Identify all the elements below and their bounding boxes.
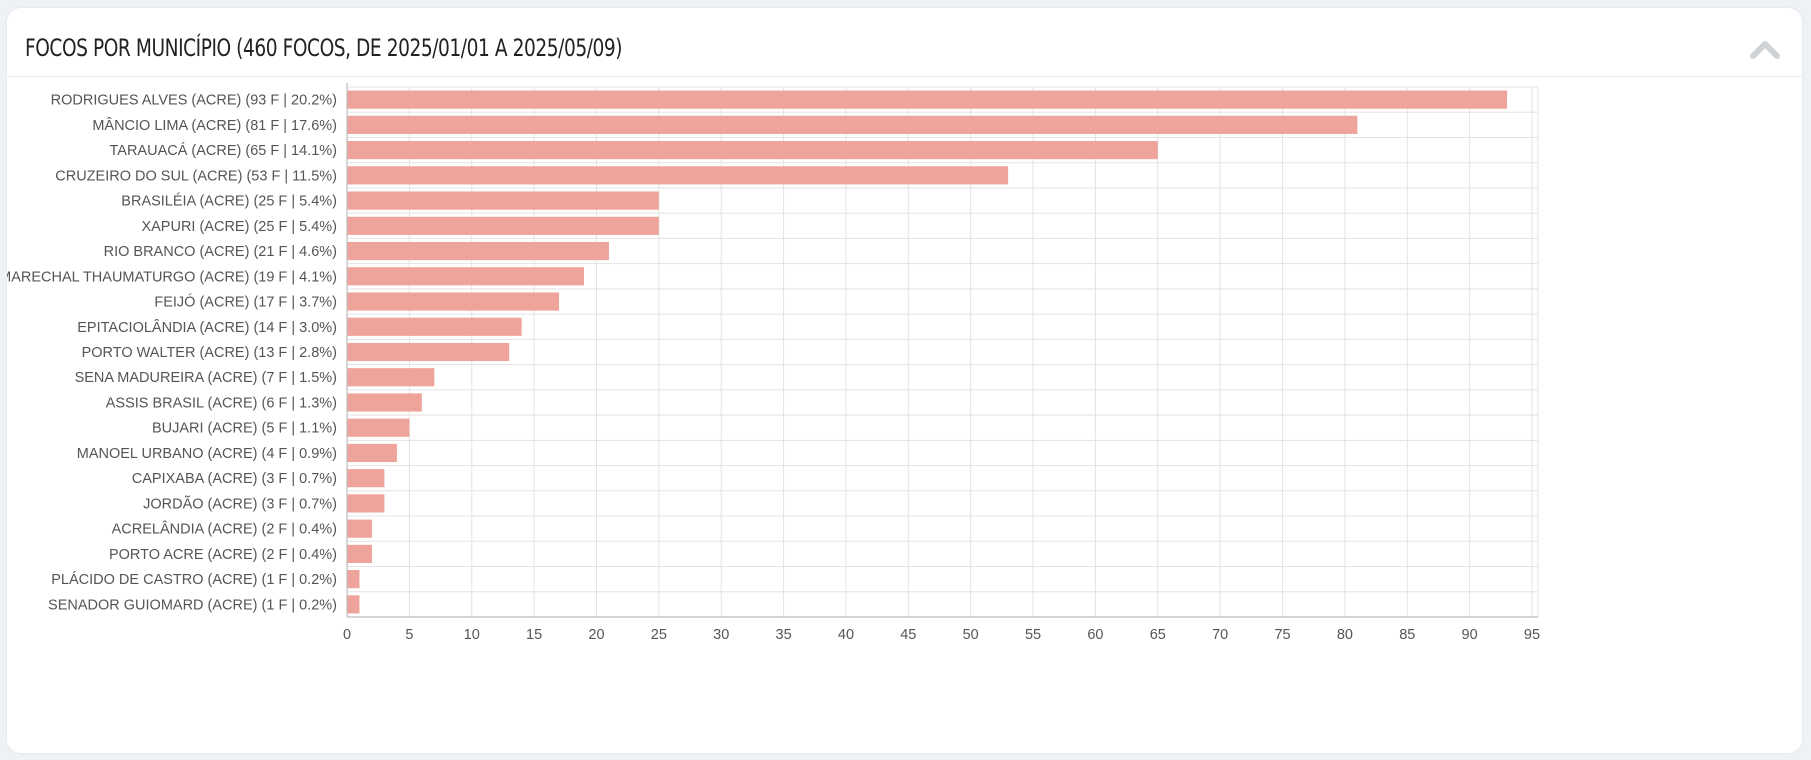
- chart-panel: FOCOS POR MUNICÍPIO (460 FOCOS, DE 2025/…: [7, 8, 1802, 753]
- x-tick-label: 65: [1150, 627, 1166, 643]
- bar: [347, 141, 1158, 160]
- bar: [347, 241, 609, 261]
- category-label: ACRELÂNDIA (ACRE) (2 F | 0.4%): [112, 521, 337, 538]
- x-tick-label: 90: [1462, 627, 1478, 643]
- bar: [347, 595, 360, 614]
- category-label: JORDÃO (ACRE) (3 F | 0.7%): [143, 495, 337, 512]
- x-tick-label: 20: [588, 627, 604, 643]
- x-tick-label: 40: [838, 627, 854, 643]
- bar: [347, 267, 584, 286]
- bar: [347, 342, 510, 362]
- x-tick-label: 60: [1087, 627, 1103, 643]
- category-label: MÂNCIO LIMA (ACRE) (81 F | 17.6%): [92, 117, 337, 134]
- x-tick-label: 55: [1025, 627, 1041, 643]
- category-label: PORTO WALTER (ACRE) (13 F | 2.8%): [82, 345, 337, 361]
- category-label: RODRIGUES ALVES (ACRE) (93 F | 20.2%): [51, 93, 337, 109]
- category-label: RIO BRANCO (ACRE) (21 F | 4.6%): [104, 244, 337, 260]
- bar: [347, 368, 435, 387]
- x-tick-label: 35: [776, 627, 792, 643]
- bar: [347, 216, 659, 235]
- x-tick-label: 45: [900, 627, 916, 643]
- x-tick-label: 85: [1399, 627, 1415, 643]
- bar: [347, 418, 410, 437]
- x-tick-label: 5: [405, 627, 413, 643]
- category-label: BRASILÉIA (ACRE) (25 F | 5.4%): [121, 193, 337, 210]
- x-tick-label: 25: [651, 627, 667, 643]
- bar: [347, 191, 659, 210]
- x-tick-label: 50: [963, 627, 979, 643]
- chevron-up-icon[interactable]: [1750, 38, 1780, 60]
- x-tick-label: 80: [1337, 627, 1353, 643]
- bar: [347, 443, 397, 463]
- bar: [347, 544, 372, 563]
- x-tick-label: 95: [1524, 627, 1540, 643]
- bar: [347, 292, 560, 311]
- bar: [347, 90, 1508, 109]
- panel-header: FOCOS POR MUNICÍPIO (460 FOCOS, DE 2025/…: [7, 8, 1802, 77]
- category-label: BUJARI (ACRE) (5 F | 1.1%): [152, 421, 337, 437]
- category-label: SENA MADUREIRA (ACRE) (7 F | 1.5%): [75, 370, 337, 386]
- category-label: EPITACIOLÂNDIA (ACRE) (14 F | 3.0%): [77, 319, 337, 336]
- x-tick-label: 10: [464, 627, 480, 643]
- bar: [347, 494, 385, 513]
- bar: [347, 519, 372, 538]
- x-tick-label: 30: [713, 627, 729, 643]
- bar: [347, 469, 385, 488]
- category-label: SENADOR GUIOMARD (ACRE) (1 F | 0.2%): [48, 597, 337, 613]
- category-label: TARAUACÁ (ACRE) (65 F | 14.1%): [110, 142, 338, 159]
- bar-chart: RODRIGUES ALVES (ACRE) (93 F | 20.2%) MÂN…: [7, 83, 1540, 643]
- bar: [347, 166, 1009, 185]
- x-tick-label: 70: [1212, 627, 1228, 643]
- category-label: MANOEL URBANO (ACRE) (4 F | 0.9%): [77, 446, 337, 462]
- x-tick-label: 75: [1274, 627, 1290, 643]
- bar: [347, 115, 1358, 134]
- bar: [347, 317, 522, 336]
- category-label: XAPURI (ACRE) (25 F | 5.4%): [141, 219, 337, 235]
- bar: [347, 393, 422, 412]
- category-label: PLÁCIDO DE CASTRO (ACRE) (1 F | 0.2%): [51, 571, 337, 588]
- category-label: PORTO ACRE (ACRE) (2 F | 0.4%): [109, 547, 337, 563]
- x-tick-label: 0: [343, 627, 351, 643]
- panel-title: FOCOS POR MUNICÍPIO (460 FOCOS, DE 2025/…: [25, 34, 623, 62]
- x-tick-label: 15: [526, 627, 542, 643]
- category-label: ASSIS BRASIL (ACRE) (6 F | 1.3%): [106, 395, 337, 411]
- category-label: MARECHAL THAUMATURGO (ACRE) (19 F | 4.1%…: [7, 269, 337, 285]
- category-label: FEIJÓ (ACRE) (17 F | 3.7%): [154, 294, 337, 311]
- category-label: CRUZEIRO DO SUL (ACRE) (53 F | 11.5%): [55, 168, 337, 184]
- category-label: CAPIXABA (ACRE) (3 F | 0.7%): [132, 471, 337, 487]
- bar: [347, 570, 360, 589]
